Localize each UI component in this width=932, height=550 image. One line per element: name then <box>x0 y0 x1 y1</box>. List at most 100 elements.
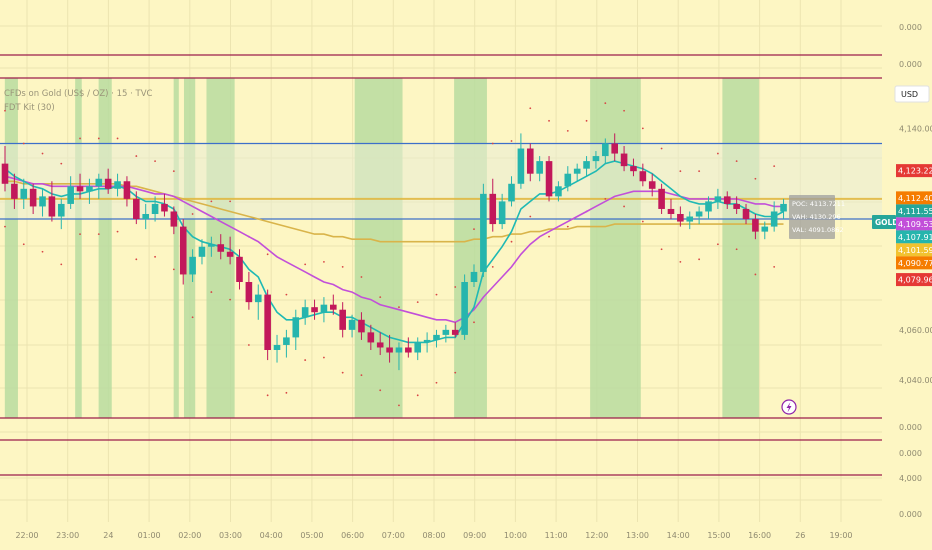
envelope-dot-lower <box>398 404 400 407</box>
envelope-dot-lower <box>60 263 63 266</box>
envelope-dot-upper <box>416 301 419 304</box>
envelope-dot-upper <box>379 296 382 299</box>
envelope-dot-upper <box>641 127 644 130</box>
candle-body <box>733 203 740 209</box>
envelope-dot-lower <box>773 265 776 268</box>
envelope-dot-lower <box>623 205 625 208</box>
time-axis-label: 05:00 <box>300 531 323 540</box>
candle-body <box>723 196 731 204</box>
envelope-dots <box>4 102 776 407</box>
time-axis-label: 23:00 <box>56 531 79 540</box>
price-axis-label: 0.000 <box>899 423 922 432</box>
horizontal-level-lines <box>0 54 932 476</box>
candle-body <box>742 208 750 220</box>
time-axis-label: 06:00 <box>341 531 364 540</box>
candle-body <box>395 347 403 353</box>
candle-body <box>433 334 440 340</box>
envelope-dot-lower <box>97 233 100 236</box>
candle-body <box>405 347 412 353</box>
time-axis-label: 02:00 <box>178 531 201 540</box>
candle-body <box>151 203 159 214</box>
candle-body <box>179 226 187 275</box>
price-tag-bg <box>896 230 932 244</box>
envelope-dot-lower <box>304 359 307 361</box>
session-band <box>75 78 82 418</box>
candle-body <box>583 161 590 169</box>
price-tag-label: 4,090.777 <box>898 259 932 268</box>
time-axis-label: 01:00 <box>138 531 161 540</box>
envelope-dot-lower <box>754 273 757 276</box>
candle-body <box>780 203 787 212</box>
envelope-dot-lower <box>116 230 119 233</box>
indicator-label: FDT Kit (30) <box>4 103 55 113</box>
time-axis-label: 22:00 <box>15 531 38 540</box>
chart-title: CFDs on Gold (US$ / OZ) · 15 · TVC <box>4 89 153 99</box>
currency-button[interactable]: USD <box>894 85 930 103</box>
envelope-dot-upper <box>529 107 532 110</box>
candle-body <box>752 219 759 232</box>
envelope-dot-upper <box>116 137 119 140</box>
envelope-dot-upper <box>735 160 738 163</box>
candle-body <box>658 188 665 209</box>
envelope-dot-lower <box>641 220 644 223</box>
currency-label: USD <box>901 90 918 99</box>
candle-body <box>301 307 309 318</box>
lightning-icon[interactable] <box>781 399 797 415</box>
sma-long-line <box>5 180 784 243</box>
candle-body <box>236 256 243 282</box>
envelope-dot-upper <box>510 140 513 142</box>
candle-body <box>104 178 112 189</box>
envelope-dot-upper <box>60 162 63 165</box>
envelope-dot-lower <box>491 265 494 268</box>
envelope-dot-upper <box>304 263 307 266</box>
envelope-dot-upper <box>360 276 363 278</box>
envelope-dot-upper <box>285 293 288 296</box>
envelope-dot-lower <box>191 316 194 319</box>
envelope-dot-lower <box>566 225 569 228</box>
candle-body <box>536 161 543 174</box>
envelope-dot-lower <box>698 258 701 261</box>
candle-body <box>602 143 609 157</box>
envelope-dot-lower <box>435 381 438 384</box>
candle-body <box>770 211 778 227</box>
candle-body <box>339 309 346 330</box>
candle-body <box>630 166 637 172</box>
candle-body <box>226 251 234 257</box>
price-tag-bg <box>896 256 932 270</box>
candle-body <box>133 198 140 220</box>
envelope-dot-upper <box>154 160 156 163</box>
vp-val-label: VAL: 4091.0862 <box>792 226 844 234</box>
candle-body <box>358 319 365 333</box>
session-band <box>354 78 403 418</box>
candle-body <box>264 294 271 350</box>
envelope-dot-upper <box>454 286 457 288</box>
envelope-dot-lower <box>660 248 663 251</box>
candle-body <box>283 337 290 345</box>
price-tag: 4,123.224 <box>896 164 932 178</box>
price-tag-label: 4,079.962 <box>898 276 932 285</box>
envelope-dot-lower <box>679 260 682 263</box>
candle-body <box>480 193 487 272</box>
envelope-dot-upper <box>135 155 138 157</box>
envelope-dot-lower <box>41 250 44 253</box>
candle-body <box>761 226 769 232</box>
candle-body <box>95 178 103 187</box>
candles <box>1 133 787 371</box>
envelope-dot-lower <box>454 371 457 374</box>
candle-body <box>526 148 534 174</box>
price-axis-label: 4,060.000 <box>899 326 932 335</box>
price-axis-label: 4,040.000 <box>899 376 932 385</box>
price-tag: 4,107.910 <box>896 230 932 244</box>
price-tag-label: 4,111.555 <box>898 207 932 216</box>
candle-body <box>648 181 656 189</box>
time-axis-label: 09:00 <box>463 531 486 540</box>
candle-body <box>611 143 618 154</box>
candle-body <box>292 317 300 338</box>
candle-body <box>386 347 393 353</box>
volume-profile-bg <box>789 195 835 239</box>
candle-body <box>592 156 600 162</box>
volume-profile-box: POC: 4113.7211 VAH: 4130.296 VAL: 4091.0… <box>789 195 845 239</box>
candle-body <box>376 342 384 348</box>
